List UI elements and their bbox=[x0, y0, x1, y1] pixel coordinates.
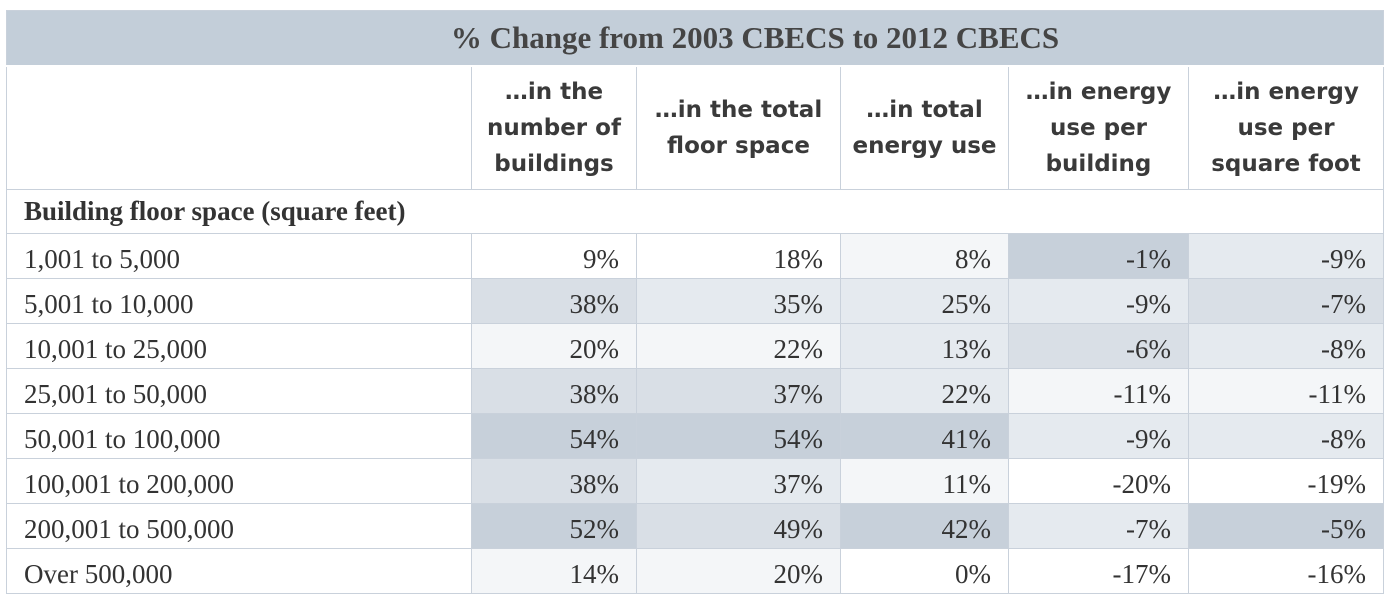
column-header-label: …in the total floor space bbox=[654, 97, 823, 159]
column-header-buildings: …in the number of buildings bbox=[471, 65, 637, 190]
table-row: 5,001 to 10,000 38% 35% 25% -9% -7% bbox=[6, 278, 1385, 324]
value-cell: -6% bbox=[1008, 323, 1189, 369]
row-label: 100,001 to 200,000 bbox=[6, 458, 472, 504]
section-row: Building floor space (square feet) bbox=[5, 189, 1385, 234]
value-cell: 22% bbox=[636, 323, 841, 369]
table-row: 200,001 to 500,000 52% 49% 42% -7% -5% bbox=[6, 503, 1385, 549]
value-cell: -17% bbox=[1008, 548, 1189, 594]
value-cell: 20% bbox=[471, 323, 637, 369]
column-header-label: …in energy use per square foot bbox=[1211, 79, 1361, 177]
value-cell: 20% bbox=[636, 548, 841, 594]
value-cell: -11% bbox=[1187, 368, 1385, 414]
column-header-label: …in energy use per building bbox=[1025, 79, 1172, 177]
column-header-energy-use: …in total energy use bbox=[840, 65, 1009, 190]
value-cell: -20% bbox=[1008, 458, 1189, 504]
value-cell: -8% bbox=[1187, 323, 1385, 369]
value-cell: 13% bbox=[840, 323, 1009, 369]
value-cell: 8% bbox=[840, 233, 1009, 279]
value-cell: -19% bbox=[1187, 458, 1385, 504]
row-label: 1,001 to 5,000 bbox=[6, 233, 472, 279]
value-cell: 9% bbox=[471, 233, 637, 279]
value-cell: 38% bbox=[471, 278, 637, 324]
title-row: % Change from 2003 CBECS to 2012 CBECS bbox=[5, 10, 1385, 67]
column-header-label: …in the number of buildings bbox=[487, 79, 621, 177]
value-cell: 0% bbox=[840, 548, 1009, 594]
column-header-energy-per-building: …in energy use per building bbox=[1008, 65, 1189, 190]
value-cell: 52% bbox=[471, 503, 637, 549]
value-cell: 41% bbox=[840, 413, 1009, 459]
row-label: 50,001 to 100,000 bbox=[6, 413, 472, 459]
value-cell: 25% bbox=[840, 278, 1009, 324]
table-row: Over 500,000 14% 20% 0% -17% -16% bbox=[6, 548, 1385, 594]
row-label-header bbox=[6, 65, 472, 190]
value-cell: 54% bbox=[471, 413, 637, 459]
section-label: Building floor space (square feet) bbox=[5, 189, 1385, 234]
table-title-text: % Change from 2003 CBECS to 2012 CBECS bbox=[450, 20, 1060, 55]
table-row: 10,001 to 25,000 20% 22% 13% -6% -8% bbox=[6, 323, 1385, 369]
value-cell: -9% bbox=[1008, 413, 1189, 459]
row-label: 25,001 to 50,000 bbox=[6, 368, 472, 414]
value-cell: -16% bbox=[1187, 548, 1385, 594]
column-header-floor-space: …in the total floor space bbox=[636, 65, 841, 190]
value-cell: 54% bbox=[636, 413, 841, 459]
table-row: 25,001 to 50,000 38% 37% 22% -11% -11% bbox=[6, 368, 1385, 414]
value-cell: 11% bbox=[840, 458, 1009, 504]
table-row: 100,001 to 200,000 38% 37% 11% -20% -19% bbox=[6, 458, 1385, 504]
value-cell: 38% bbox=[471, 458, 637, 504]
column-header-energy-per-sqft: …in energy use per square foot bbox=[1187, 65, 1385, 190]
value-cell: 38% bbox=[471, 368, 637, 414]
value-cell: 18% bbox=[636, 233, 841, 279]
value-cell: -7% bbox=[1187, 278, 1385, 324]
value-cell: 49% bbox=[636, 503, 841, 549]
value-cell: -5% bbox=[1187, 503, 1385, 549]
row-label: 200,001 to 500,000 bbox=[6, 503, 472, 549]
table-title: % Change from 2003 CBECS to 2012 CBECS bbox=[5, 10, 1385, 67]
value-cell: 37% bbox=[636, 368, 841, 414]
row-label: 5,001 to 10,000 bbox=[6, 278, 472, 324]
row-label: 10,001 to 25,000 bbox=[6, 323, 472, 369]
cbecs-change-table: % Change from 2003 CBECS to 2012 CBECS …… bbox=[5, 10, 1385, 594]
column-header-label: …in total energy use bbox=[852, 97, 997, 159]
column-header-row: …in the number of buildings …in the tota… bbox=[6, 65, 1385, 190]
value-cell: -9% bbox=[1008, 278, 1189, 324]
value-cell: 37% bbox=[636, 458, 841, 504]
table-row: 1,001 to 5,000 9% 18% 8% -1% -9% bbox=[6, 233, 1385, 279]
value-cell: -8% bbox=[1187, 413, 1385, 459]
value-cell: -7% bbox=[1008, 503, 1189, 549]
value-cell: 22% bbox=[840, 368, 1009, 414]
value-cell: -1% bbox=[1008, 233, 1189, 279]
value-cell: -9% bbox=[1187, 233, 1385, 279]
value-cell: -11% bbox=[1008, 368, 1189, 414]
value-cell: 14% bbox=[471, 548, 637, 594]
table-row: 50,001 to 100,000 54% 54% 41% -9% -8% bbox=[6, 413, 1385, 459]
row-label: Over 500,000 bbox=[6, 548, 472, 594]
value-cell: 35% bbox=[636, 278, 841, 324]
value-cell: 42% bbox=[840, 503, 1009, 549]
